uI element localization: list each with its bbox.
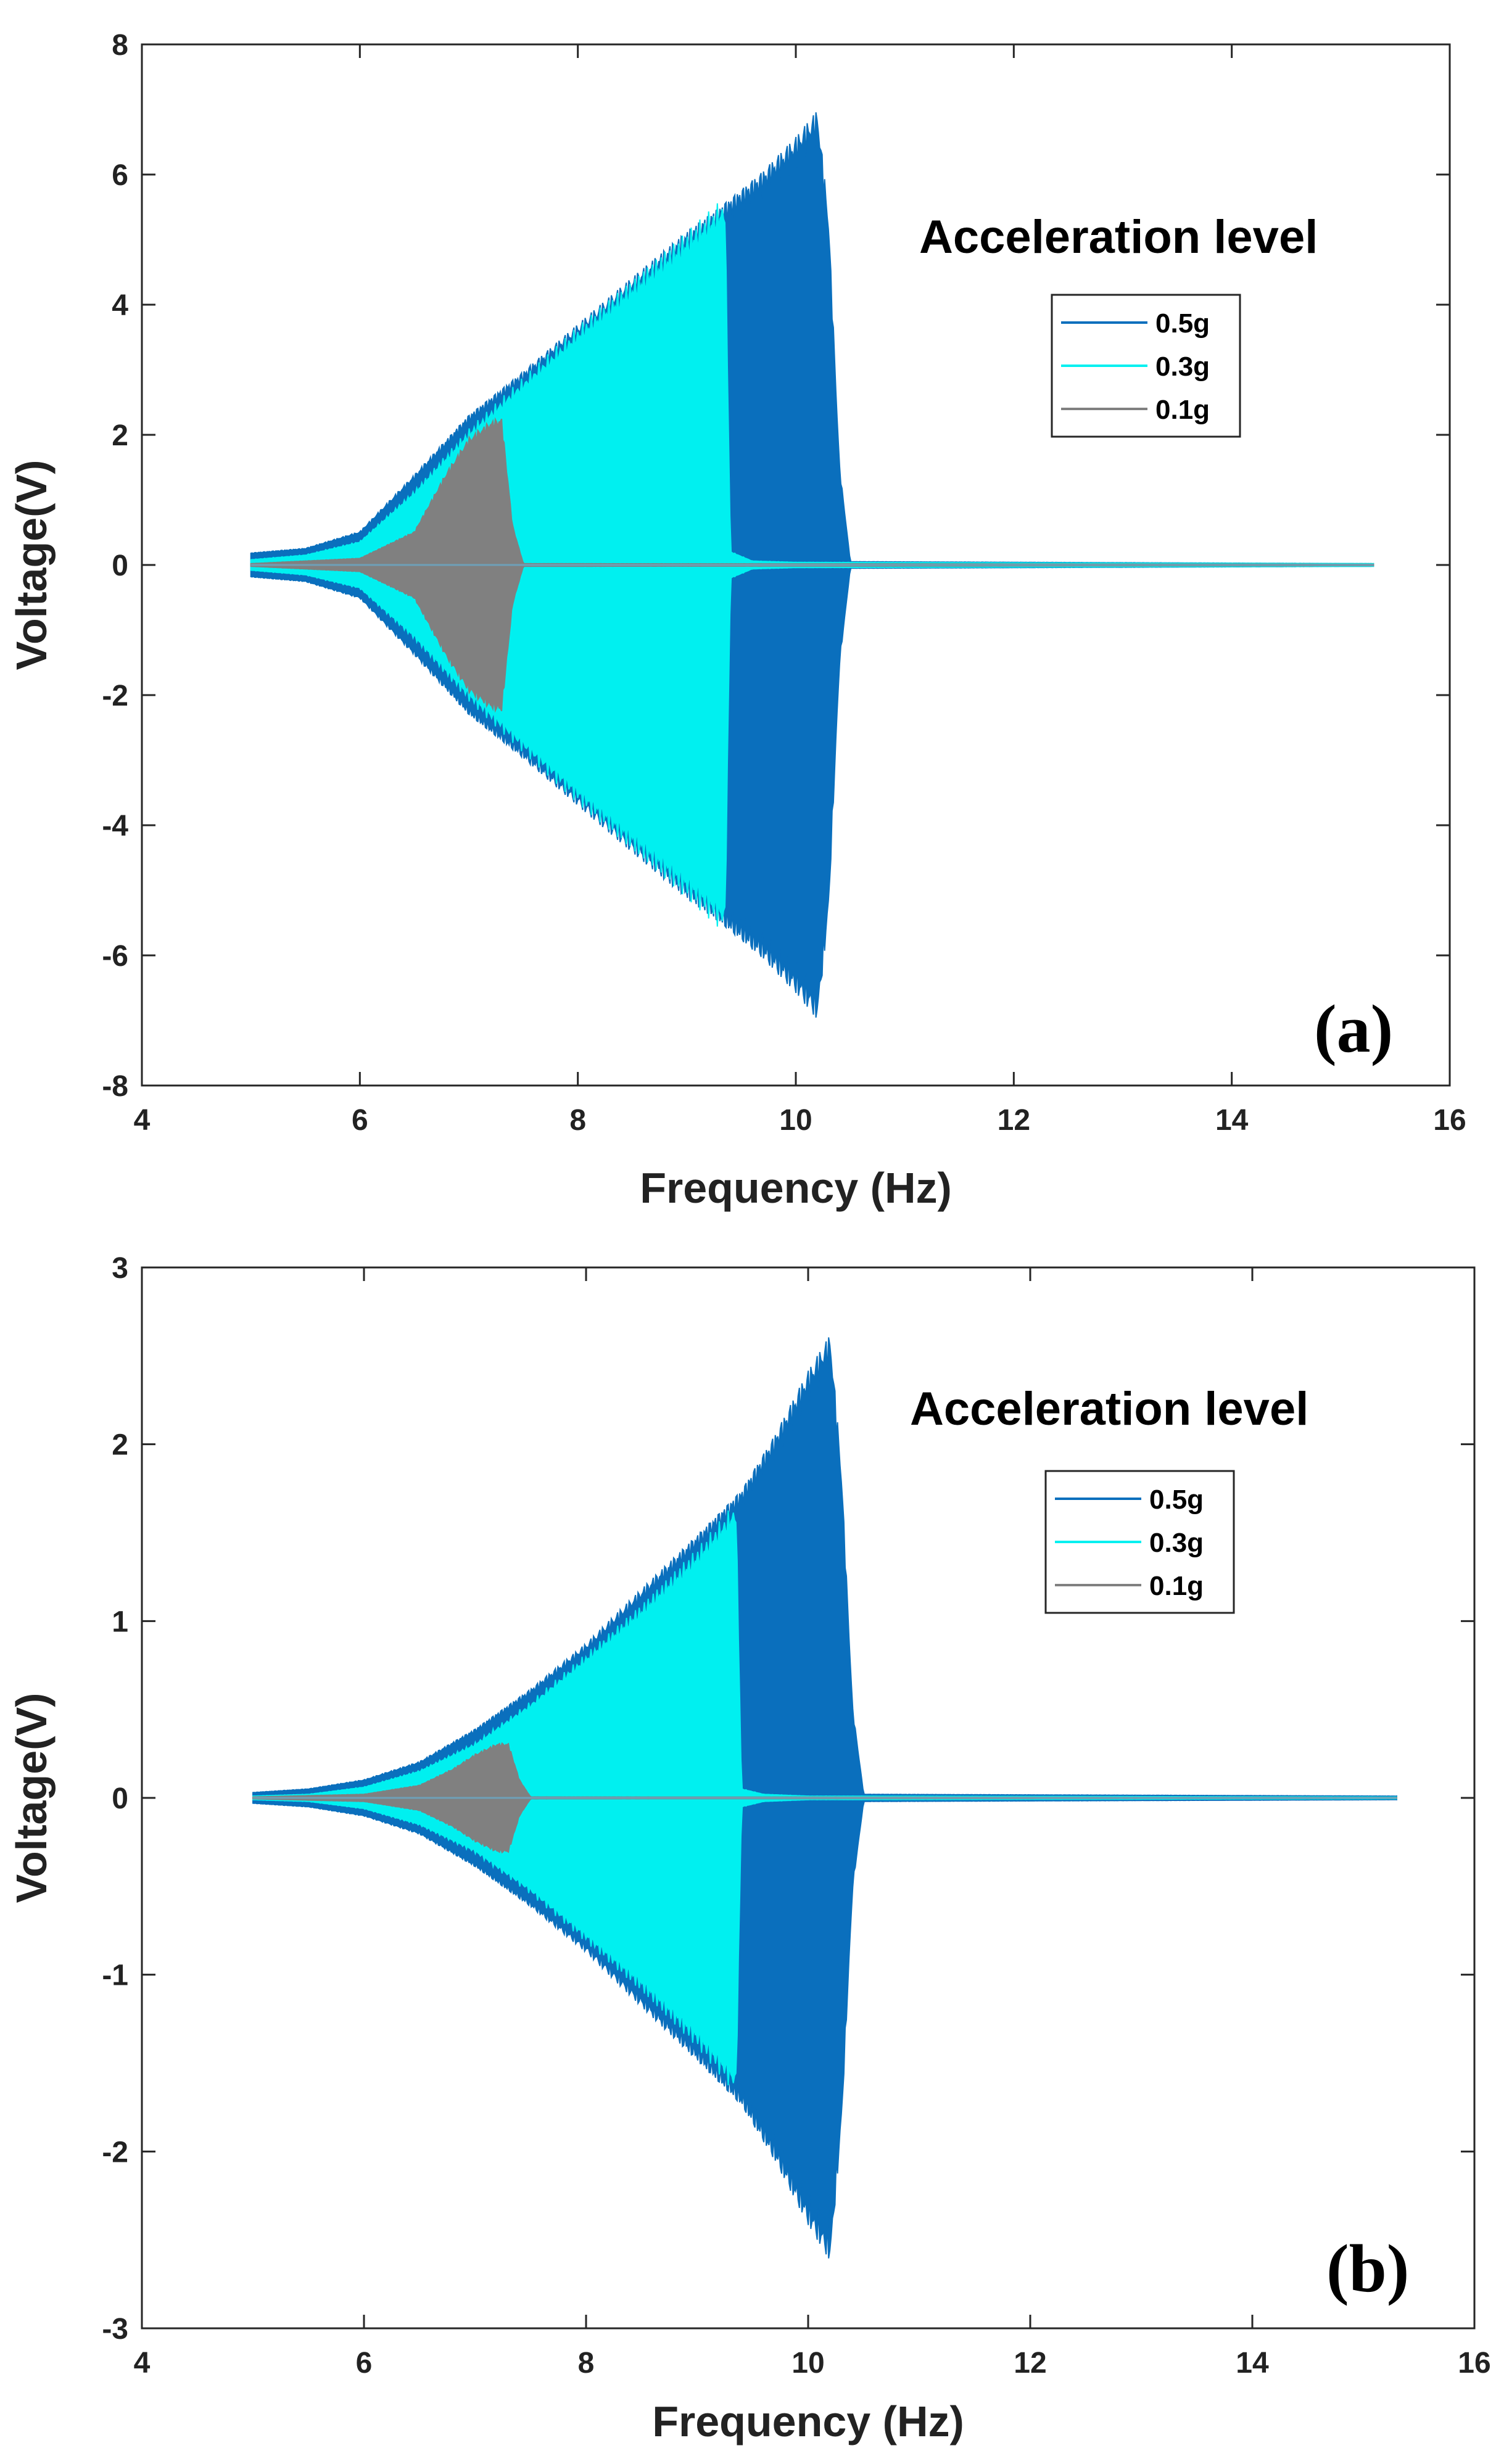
- panel-label: (b): [1326, 2231, 1409, 2306]
- legend-title: Acceleration level: [919, 211, 1318, 263]
- y-tick-label: -8: [102, 1070, 128, 1103]
- legend-label-0.1g: 0.1g: [1155, 395, 1210, 425]
- x-tick-label: 16: [1433, 1104, 1466, 1137]
- y-tick-label: 3: [112, 1252, 128, 1285]
- legend-label-0.1g: 0.1g: [1149, 1571, 1204, 1601]
- y-tick-label: -6: [102, 940, 128, 973]
- y-tick-label: 2: [112, 1429, 128, 1462]
- panel-label: (a): [1314, 991, 1393, 1066]
- y-tick-label: 0: [112, 550, 128, 582]
- legend-label-0.3g: 0.3g: [1155, 352, 1210, 382]
- x-axis-label: Frequency (Hz): [640, 1164, 952, 1212]
- legend-label-0.5g: 0.5g: [1155, 308, 1210, 339]
- x-tick-label: 4: [134, 2347, 151, 2380]
- x-tick-label: 6: [356, 2347, 373, 2380]
- legend-label-0.3g: 0.3g: [1149, 1528, 1204, 1558]
- x-tick-label: 10: [779, 1104, 812, 1137]
- x-tick-label: 12: [1014, 2347, 1046, 2380]
- y-tick-label: 8: [112, 29, 128, 62]
- y-tick-label: 2: [112, 419, 128, 452]
- legend: 0.5g 0.3g 0.1g: [1051, 294, 1241, 438]
- x-tick-label: 6: [352, 1104, 368, 1137]
- x-tick-label: 4: [134, 1104, 151, 1137]
- y-tick-label: 6: [112, 159, 128, 192]
- y-tick-label: -3: [102, 2313, 128, 2346]
- y-axis-label: Voltage(V): [7, 460, 56, 670]
- x-tick-label: 10: [791, 2347, 824, 2380]
- legend: 0.5g 0.3g 0.1g: [1044, 1470, 1235, 1614]
- y-tick-label: 4: [112, 289, 128, 322]
- x-tick-label: 8: [578, 2347, 595, 2380]
- x-tick-label: 14: [1236, 2347, 1269, 2380]
- y-tick-label: 0: [112, 1782, 128, 1815]
- x-tick-label: 8: [569, 1104, 586, 1137]
- y-tick-label: -2: [102, 2136, 128, 2169]
- x-tick-label: 12: [998, 1104, 1030, 1137]
- x-axis-label: Frequency (Hz): [652, 2397, 964, 2445]
- y-axis-label: Voltage(V): [7, 1693, 56, 1903]
- chart-panel-a: 4 6 8 10 12 14 16 -8 -6 -4 -2 0 2 4 6 8 Frequency (Hz) Vo…: [7, 29, 1466, 1212]
- x-tick-label: 16: [1458, 2347, 1490, 2380]
- y-tick-label: -1: [102, 1959, 128, 1992]
- legend-title: Acceleration level: [910, 1383, 1308, 1435]
- legend-label-0.5g: 0.5g: [1149, 1485, 1204, 1515]
- y-tick-label: 1: [112, 1605, 128, 1638]
- y-tick-label: -2: [102, 680, 128, 712]
- x-tick-label: 14: [1215, 1104, 1249, 1137]
- y-tick-label: -4: [102, 810, 128, 843]
